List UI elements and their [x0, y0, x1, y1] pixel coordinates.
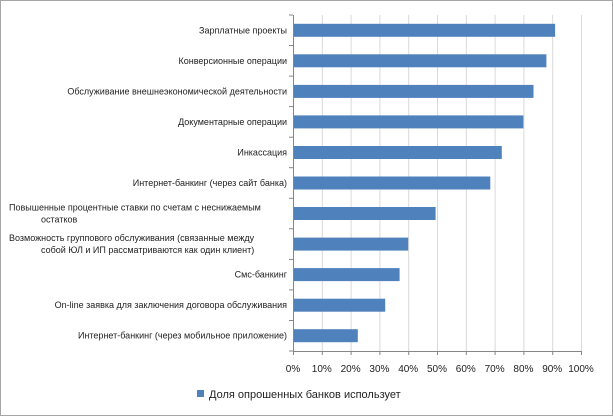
category-labels: Интернет-банкинг (через мобильное прилож…: [9, 25, 288, 340]
category-label: Смс-банкинг: [235, 270, 288, 280]
legend: Доля опрошенных банков использует: [197, 389, 401, 401]
bar: [294, 298, 386, 312]
bar: [294, 176, 491, 190]
legend-label: Доля опрошенных банков использует: [209, 389, 401, 401]
x-tick-labels: 0% 10% 20% 30% 40% 50% 60% 70% 80% 90% 100%: [286, 364, 594, 375]
category-label: Зарплатные проекты: [199, 25, 287, 35]
x-tick-label: 0%: [286, 364, 301, 375]
category-label: Возможность группового обслуживания (свя…: [9, 233, 255, 255]
category-label: Интернет-банкинг (через сайт банка): [133, 178, 287, 188]
x-tick-label: 90%: [542, 364, 562, 375]
category-label: Интернет-банкинг (через мобильное прилож…: [78, 331, 287, 341]
axes: [289, 14, 582, 355]
x-tick-label: 100%: [568, 364, 594, 375]
bar: [294, 115, 524, 129]
x-tick-label: 50%: [427, 364, 447, 375]
x-tick-label: 70%: [485, 364, 505, 375]
category-label: On-line заявка для заключения договора о…: [55, 300, 288, 310]
category-label: Обслуживание внешнеэкономической деятель…: [67, 86, 287, 96]
category-label: Конверсионные операции: [179, 56, 287, 66]
category-label: Документарные операции: [178, 117, 287, 127]
bar: [294, 329, 358, 343]
bar: [294, 268, 400, 282]
x-tick-label: 80%: [513, 364, 533, 375]
bar: [294, 84, 534, 98]
x-tick-label: 10%: [312, 364, 332, 375]
bar: [294, 237, 409, 251]
x-tick-label: 30%: [369, 364, 389, 375]
bar: [294, 207, 436, 220]
legend-swatch: [197, 390, 204, 397]
category-label: Повышенные процентные ставки по счетам с…: [9, 203, 261, 225]
x-tick-label: 40%: [398, 364, 418, 375]
x-tick-label: 60%: [456, 364, 476, 375]
bars: [294, 23, 556, 343]
x-tick-label: 20%: [341, 364, 361, 375]
bar: [294, 146, 502, 159]
bar: [294, 54, 547, 68]
bar: [294, 23, 556, 37]
category-label: Инкассация: [237, 148, 287, 158]
